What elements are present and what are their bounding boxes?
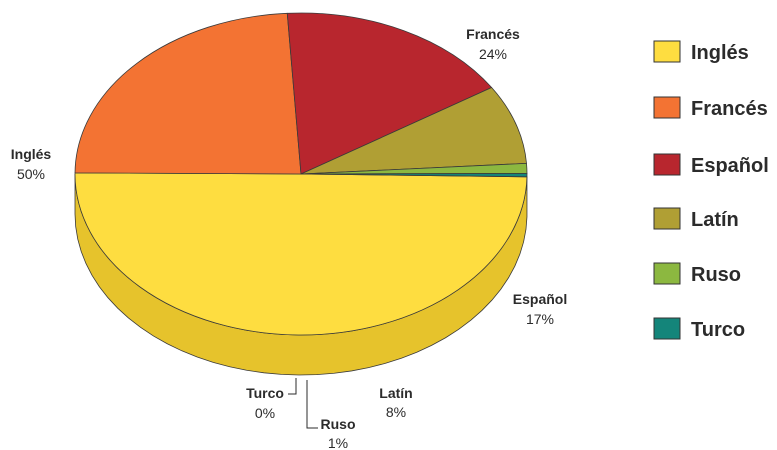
leader-line-ruso: [306, 380, 318, 429]
pie-slice-turco: [300, 173, 528, 178]
slice-label-value: 17%: [526, 311, 554, 327]
legend-item-ruso: Ruso: [653, 262, 741, 286]
slice-label-value: 24%: [479, 46, 507, 62]
legend-item-espanol: Español: [653, 153, 769, 177]
legend-item-ingles: Inglés: [653, 40, 749, 64]
slice-label-name: Español: [513, 291, 567, 307]
legend-swatch: [653, 40, 681, 63]
legend-item-latin: Latín: [653, 207, 739, 231]
slice-label-name: Francés: [466, 26, 520, 42]
slice-label-ruso: Ruso 1%: [321, 416, 356, 450]
pie-slice-espanol: [286, 12, 493, 175]
slice-label-value: 50%: [17, 166, 45, 182]
pie-slice-ingles: [74, 172, 528, 336]
legend-item-turco: Turco: [653, 317, 745, 341]
pie-slice-latin: [300, 87, 527, 175]
legend: Inglés Francés Español Latín Ruso Turco: [653, 40, 769, 341]
pie-top: [74, 12, 528, 336]
slice-label-value: 8%: [386, 404, 406, 420]
leader-line-turco: [288, 378, 297, 395]
slice-label-turco: Turco 0%: [246, 385, 284, 421]
legend-label: Inglés: [691, 42, 749, 64]
slice-label-name: Turco: [246, 385, 284, 401]
slice-label-value: 0%: [255, 405, 275, 421]
slice-label-value: 1%: [328, 435, 348, 450]
legend-label: Latín: [691, 209, 739, 231]
legend-label: Ruso: [691, 264, 741, 286]
slice-label-name: Latín: [379, 385, 412, 401]
slice-label-name: Ruso: [321, 416, 356, 432]
slice-label-ingles: Inglés 50%: [11, 146, 52, 182]
slice-label-frances: Francés 24%: [466, 26, 520, 62]
legend-swatch: [653, 262, 681, 285]
legend-label: Francés: [691, 98, 768, 120]
slice-label-espanol: Español 17%: [513, 291, 567, 327]
legend-swatch: [653, 207, 681, 230]
legend-swatch: [653, 96, 681, 119]
legend-label: Turco: [691, 319, 745, 341]
legend-swatch: [653, 317, 681, 340]
leader-lines: [288, 378, 318, 429]
legend-item-frances: Francés: [653, 96, 768, 120]
pie-slice-frances: [74, 12, 302, 175]
legend-swatch: [653, 153, 681, 176]
slice-label-name: Inglés: [11, 146, 52, 162]
legend-label: Español: [691, 155, 769, 177]
slice-label-latin: Latín 8%: [379, 385, 412, 420]
